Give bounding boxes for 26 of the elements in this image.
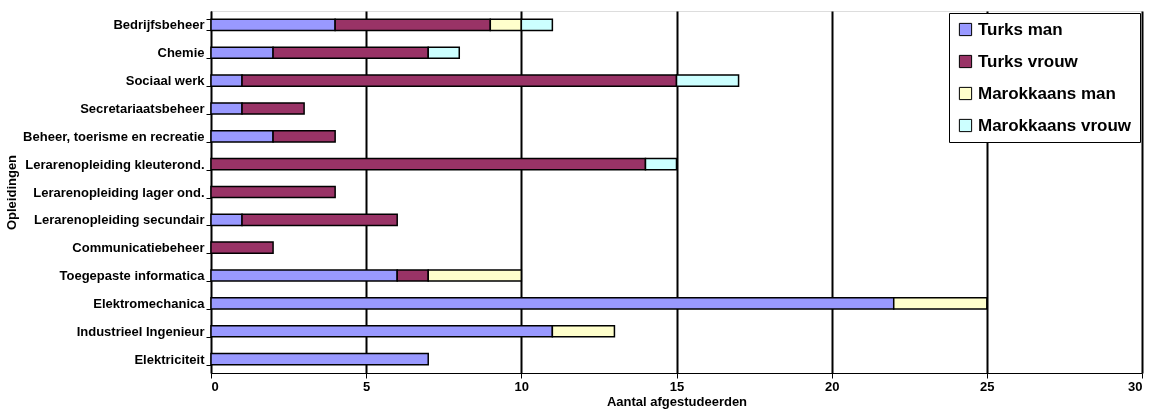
y-tick-label: Secretariaatsbeheer bbox=[80, 100, 205, 116]
x-tick-label: 0 bbox=[211, 378, 219, 394]
y-tick-label: Lerarenopleiding secundair bbox=[34, 212, 205, 228]
x-tick-label: 20 bbox=[824, 378, 840, 394]
legend-label: Turks vrouw bbox=[978, 51, 1079, 71]
y-tick-label: Elektriciteit bbox=[134, 351, 206, 367]
y-tick-label: Lerarenopleiding lager ond. bbox=[33, 184, 205, 200]
y-axis-title: Opleidingen bbox=[4, 154, 20, 231]
y-tick-label: Elektromechanica bbox=[93, 295, 206, 311]
y-tick-label: Lerarenopleiding kleuterond. bbox=[25, 156, 205, 172]
x-tick-label: 10 bbox=[514, 378, 530, 394]
y-tick-label: Sociaal werk bbox=[125, 73, 206, 89]
y-tick-label: Communicatiebeheer bbox=[72, 240, 205, 256]
y-tick-label: Industrieel Ingenieur bbox=[76, 323, 205, 339]
legend-label: Turks man bbox=[978, 19, 1063, 39]
y-tick-label: Beheer, toerisme en recreatie bbox=[23, 128, 205, 144]
x-axis-title: Aantal afgestudeerden bbox=[606, 393, 748, 409]
x-tick-label: 25 bbox=[980, 378, 995, 394]
x-tick-label: 30 bbox=[1128, 378, 1143, 394]
x-tick-label: 5 bbox=[363, 378, 371, 394]
y-tick-label: Chemie bbox=[157, 45, 205, 61]
y-tick-label: Bedrijfsbeheer bbox=[113, 17, 205, 33]
y-tick-label: Toegepaste informatica bbox=[59, 268, 206, 284]
legend-label: Marokkaans vrouw bbox=[978, 115, 1132, 135]
x-tick-label: 15 bbox=[669, 378, 685, 394]
legend-label: Marokkaans man bbox=[978, 83, 1116, 103]
